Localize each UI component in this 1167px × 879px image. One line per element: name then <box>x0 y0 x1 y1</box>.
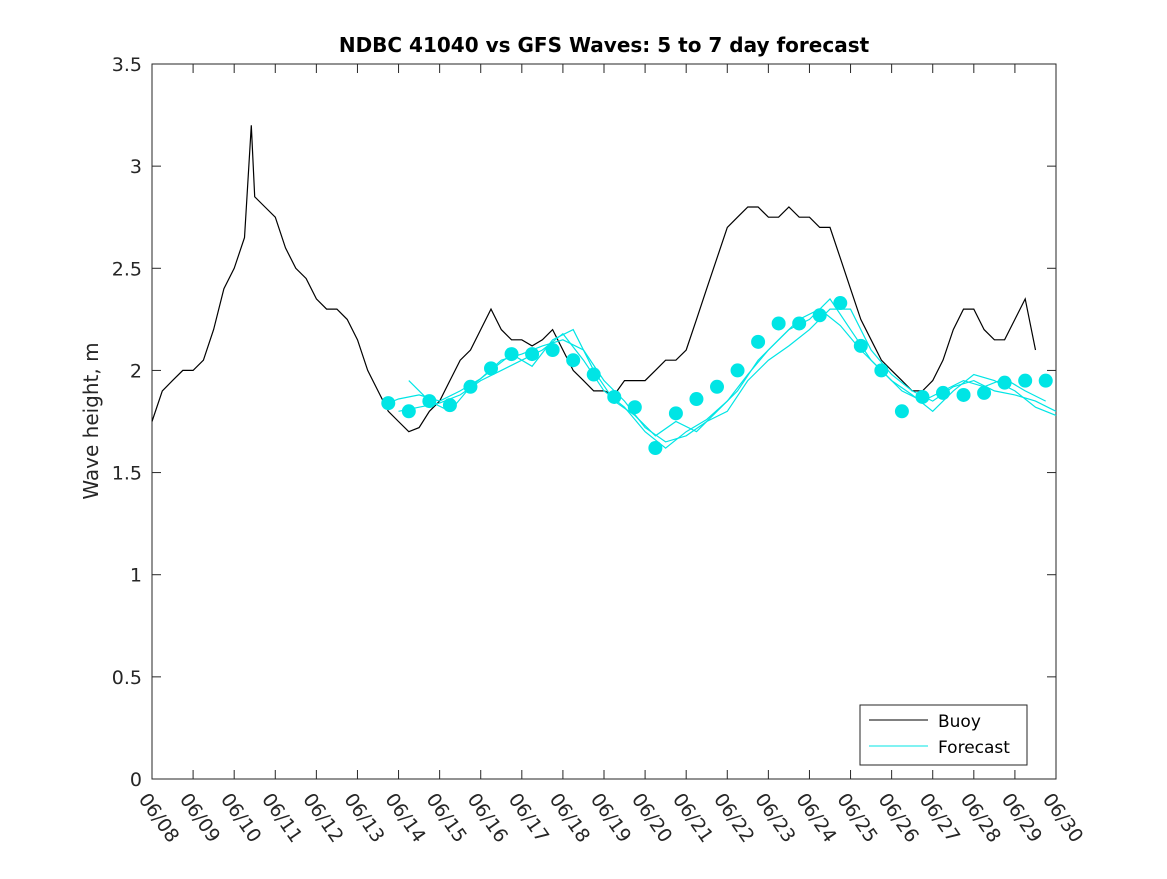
forecast-marker <box>792 316 807 331</box>
forecast-marker <box>689 392 704 407</box>
forecast-marker <box>751 334 766 349</box>
y-axis-label: Wave height, m <box>79 342 103 499</box>
legend: Buoy Forecast <box>859 704 1028 766</box>
x-tick-label: 06/17 <box>504 789 553 846</box>
y-tick-label: 0.5 <box>112 667 142 689</box>
forecast-markers <box>381 296 1053 456</box>
y-tick-label: 0 <box>130 769 142 791</box>
x-tick-label: 06/13 <box>339 789 388 846</box>
x-tick-label: 06/24 <box>791 789 840 846</box>
forecast-marker <box>545 343 560 357</box>
x-tick-label: 06/30 <box>1038 789 1087 846</box>
forecast-marker <box>442 398 457 413</box>
forecast-marker <box>504 347 519 362</box>
legend-forecast-label: Forecast <box>938 738 1010 758</box>
chart-title: NDBC 41040 vs GFS Waves: 5 to 7 day fore… <box>339 33 870 57</box>
forecast-marker <box>710 379 724 394</box>
x-tick-label: 06/25 <box>832 789 881 846</box>
forecast-marker <box>607 389 622 404</box>
forecast-marker <box>463 379 478 394</box>
forecast-marker <box>566 353 581 368</box>
forecast-marker <box>648 441 663 456</box>
y-tick-label: 1.5 <box>112 463 142 485</box>
forecast-marker <box>1018 373 1033 388</box>
y-tick-label: 2.5 <box>112 258 142 280</box>
x-tick-label: 06/09 <box>175 789 224 846</box>
forecast-marker <box>381 396 396 411</box>
x-tick-label: 06/12 <box>298 789 347 846</box>
x-tick-label: 06/08 <box>134 789 183 846</box>
forecast-marker <box>936 385 950 400</box>
y-tick-label: 3 <box>130 156 142 178</box>
x-tick-label: 06/15 <box>422 789 471 846</box>
y-tick-label: 1 <box>130 565 142 587</box>
buoy-line <box>151 125 1037 433</box>
y-tick-label: 2 <box>130 360 142 382</box>
forecast-marker <box>812 308 827 323</box>
x-tick-label: 06/10 <box>216 789 265 846</box>
legend-buoy-label: Buoy <box>938 712 981 732</box>
forecast-marker <box>853 338 868 353</box>
forecast-marker <box>484 361 498 376</box>
x-tick-label: 06/27 <box>915 789 964 846</box>
x-tick-label: 06/11 <box>257 789 306 846</box>
forecast-marker <box>525 347 540 362</box>
y-axis: 0 0.5 1 1.5 2 2.5 3 3.5 <box>112 54 1056 791</box>
x-tick-label: 06/14 <box>380 789 429 846</box>
y-tick-label: 3.5 <box>112 54 142 76</box>
x-tick-label: 06/16 <box>463 789 512 846</box>
x-tick-label: 06/26 <box>874 789 923 846</box>
forecast-marker <box>627 400 642 415</box>
forecast-marker <box>915 389 930 404</box>
forecast-marker <box>730 363 745 378</box>
forecast-marker <box>997 375 1012 390</box>
forecast-marker <box>956 387 971 402</box>
forecast-marker <box>586 367 601 382</box>
x-tick-label: 06/22 <box>709 789 758 846</box>
forecast-marker <box>668 406 683 421</box>
forecast-marker <box>977 385 992 400</box>
forecast-marker <box>422 394 437 409</box>
x-tick-label: 06/29 <box>997 789 1046 846</box>
x-tick-label: 06/20 <box>627 789 676 846</box>
legend-box <box>859 704 1028 766</box>
forecast-marker <box>771 316 786 331</box>
forecast-marker <box>401 404 416 419</box>
x-tick-label: 06/19 <box>586 789 635 846</box>
forecast-marker <box>874 363 889 378</box>
forecast-marker <box>894 404 909 419</box>
forecast-marker <box>833 296 848 311</box>
x-tick-label: 06/28 <box>956 789 1005 846</box>
plot-area <box>151 63 1057 780</box>
x-tick-label: 06/21 <box>668 789 717 846</box>
x-tick-label: 06/23 <box>750 789 799 846</box>
x-tick-label: 06/18 <box>545 789 594 846</box>
forecast-marker <box>1038 373 1053 388</box>
